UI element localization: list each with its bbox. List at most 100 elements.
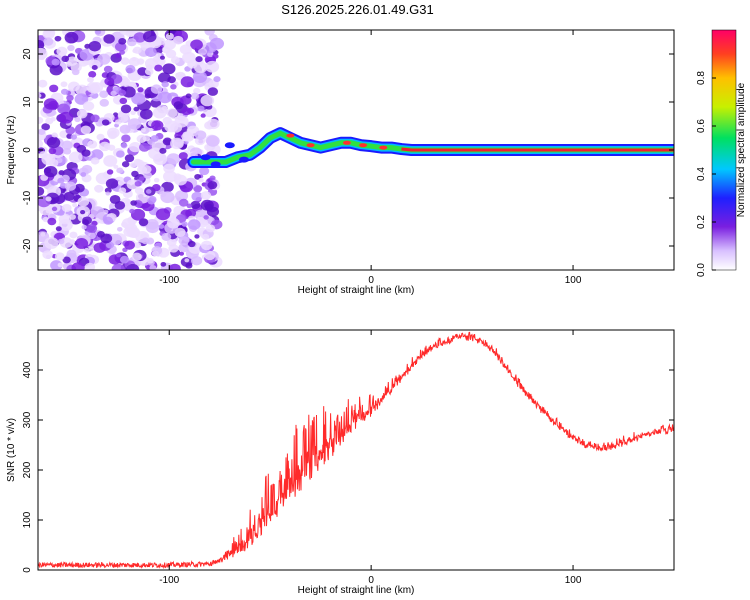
noise-blob: [150, 84, 163, 94]
noise-blob: [103, 216, 114, 225]
noise-blob: [51, 206, 58, 212]
ridge-blob: [210, 161, 221, 168]
noise-blob: [200, 113, 206, 118]
noise-blob: [125, 64, 136, 74]
noise-blob: [162, 137, 173, 146]
noise-blob: [94, 184, 104, 193]
noise-blob: [172, 35, 184, 45]
noise-blob: [147, 258, 154, 264]
noise-blob: [88, 70, 97, 78]
noise-blob: [153, 153, 168, 166]
noise-blob: [166, 108, 178, 118]
noise-blob: [203, 215, 209, 220]
noise-blob: [199, 166, 210, 176]
noise-blob: [155, 267, 161, 270]
noise-blob: [38, 139, 44, 148]
noise-blob: [133, 32, 146, 43]
noise-blob: [38, 128, 46, 136]
noise-blob: [185, 208, 197, 218]
noise-blob: [103, 34, 115, 44]
noise-blob: [167, 76, 176, 84]
noise-blob: [71, 68, 80, 76]
colorbar-tick-label: 0.4: [696, 167, 707, 181]
noise-blob: [187, 240, 196, 248]
noise-blob: [96, 133, 105, 141]
noise-blob: [181, 221, 188, 227]
noise-blob: [111, 263, 125, 270]
y-tick-label: 0: [22, 147, 33, 153]
noise-blob: [138, 218, 149, 227]
snr-plot-area: [38, 330, 674, 570]
snr-y-label: SNR (10 * v/v): [6, 418, 17, 482]
noise-blob: [133, 106, 140, 112]
x-tick-label: 100: [565, 575, 582, 586]
noise-blob: [145, 47, 157, 58]
noise-blob: [49, 64, 63, 76]
spectrogram-y-label: Frequency (Hz): [6, 116, 17, 185]
noise-blob: [212, 53, 219, 59]
noise-blob: [178, 198, 189, 207]
noise-blob: [45, 117, 54, 125]
noise-blob: [57, 177, 65, 184]
spectrogram-y-ticks: -20 -10 0 10 20: [22, 48, 674, 253]
noise-blob: [158, 224, 165, 229]
noise-blob: [204, 250, 216, 261]
noise-blob: [190, 200, 201, 210]
noise-blob: [198, 177, 204, 183]
noise-blob: [99, 90, 109, 98]
noise-blob: [119, 255, 130, 264]
noise-blob: [39, 151, 48, 159]
noise-blob: [144, 93, 151, 99]
noise-blob: [108, 131, 118, 140]
noise-blob: [152, 184, 161, 192]
colorbar-ticks: 0.0 0.2 0.4 0.6 0.8: [696, 71, 716, 277]
noise-blob: [121, 161, 130, 168]
noise-blob: [122, 86, 136, 98]
spectrogram-noise: [38, 30, 225, 270]
noise-blob: [68, 151, 83, 163]
noise-blob: [179, 44, 192, 55]
y-tick-label: 20: [22, 48, 33, 60]
x-tick-label: -100: [159, 275, 179, 286]
noise-blob: [103, 155, 118, 167]
noise-blob: [168, 263, 181, 270]
noise-blob: [155, 37, 166, 46]
noise-blob: [71, 262, 85, 270]
x-tick-label: 100: [565, 275, 582, 286]
noise-blob: [149, 264, 157, 270]
noise-blob: [209, 175, 216, 181]
noise-blob: [120, 57, 130, 65]
noise-blob: [44, 236, 59, 249]
noise-blob: [118, 187, 127, 194]
noise-blob: [41, 123, 50, 131]
noise-blob: [95, 30, 102, 35]
noise-blob: [200, 240, 213, 251]
noise-blob: [129, 141, 142, 153]
spectrogram-ridge: [187, 127, 674, 168]
noise-blob: [105, 241, 115, 249]
noise-blob: [175, 72, 181, 77]
noise-blob: [74, 116, 81, 123]
noise-blob: [174, 174, 188, 186]
noise-blob: [161, 232, 172, 242]
noise-blob: [83, 247, 90, 253]
noise-blob: [190, 92, 199, 100]
noise-blob: [104, 77, 115, 86]
noise-blob: [178, 236, 190, 246]
snr-panel: -100 0 100 0 100 200 300 400 Height of straigh…: [6, 329, 675, 596]
noise-blob: [182, 132, 195, 142]
noise-blob: [201, 233, 210, 240]
noise-blob: [180, 76, 195, 88]
noise-blob: [130, 200, 138, 206]
noise-blob: [86, 82, 100, 94]
noise-blob: [205, 60, 220, 73]
noise-blob: [74, 183, 85, 193]
noise-blob: [81, 149, 91, 157]
y-tick-label: 100: [22, 511, 33, 528]
noise-blob: [132, 48, 138, 54]
noise-blob: [207, 118, 220, 130]
ridge-hotspot: [286, 133, 295, 138]
noise-blob: [60, 81, 68, 88]
noise-blob: [128, 81, 137, 88]
